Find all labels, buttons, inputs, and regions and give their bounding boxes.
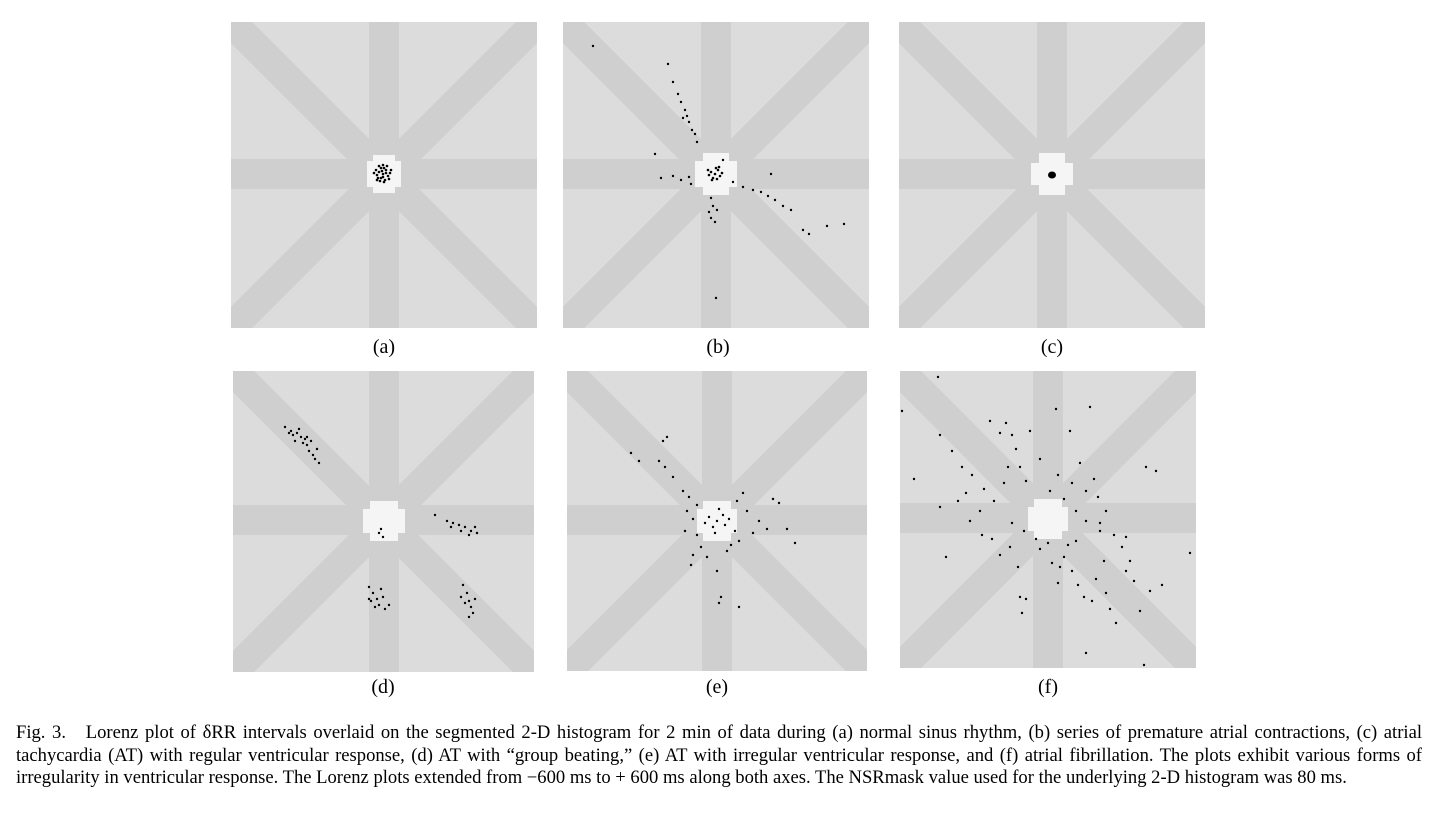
lorenz-plot-e <box>567 371 867 671</box>
lorenz-plot-d <box>233 371 534 672</box>
caption-text: Lorenz plot of δRR intervals overlaid on… <box>16 722 1422 788</box>
panel-e <box>567 371 867 671</box>
figure-caption: Fig. 3. Lorenz plot of δRR intervals ove… <box>16 722 1422 790</box>
panel-d <box>233 371 534 672</box>
lorenz-plot-c <box>899 22 1205 328</box>
panel-label-f: (f) <box>1038 676 1058 698</box>
lorenz-plot-a <box>231 22 537 328</box>
panel-label-d: (d) <box>371 676 395 698</box>
panel-b <box>563 22 869 328</box>
panel-label-b: (b) <box>706 336 730 358</box>
panel-c <box>899 22 1205 328</box>
lorenz-plot-f <box>900 371 1196 668</box>
panel-label-e: (e) <box>705 676 729 698</box>
lorenz-plot-b <box>563 22 869 328</box>
panel-f <box>900 371 1196 668</box>
panel-a <box>231 22 537 328</box>
caption-prefix: Fig. 3. <box>16 722 66 743</box>
panel-label-a: (a) <box>372 336 396 358</box>
panel-label-c: (c) <box>1040 336 1064 358</box>
